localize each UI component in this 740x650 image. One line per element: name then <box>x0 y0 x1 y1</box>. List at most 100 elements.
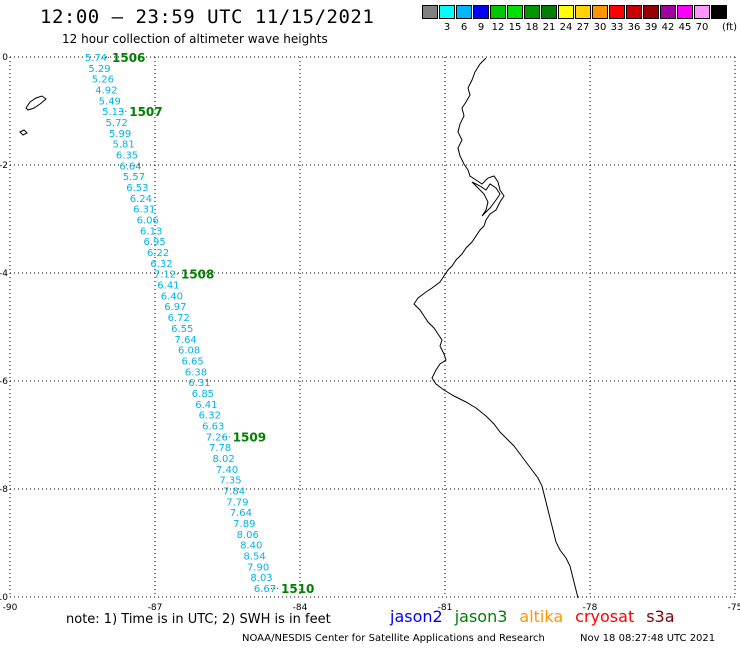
lat-tick-label: -6 <box>0 377 8 387</box>
legend-value: 9 <box>477 22 485 33</box>
swh-value: 6.38 <box>185 367 207 378</box>
swh-value: 6.35 <box>116 151 138 162</box>
map-subtitle: 12 hour collection of altimeter wave hei… <box>62 32 328 46</box>
lat-tick-label: -8 <box>0 485 8 495</box>
lon-tick-label: -87 <box>148 603 163 613</box>
swh-value: 4.92 <box>95 86 117 97</box>
legend-swatch <box>524 5 540 19</box>
swh-value: 6.40 <box>161 291 183 302</box>
swh-value: 6.53 <box>126 183 148 194</box>
legend-value: 24 <box>559 22 573 33</box>
swh-value: 6.32 <box>199 411 221 422</box>
swh-value: 6.31 <box>133 205 155 216</box>
swh-value: 7.40 <box>216 465 238 476</box>
legend-value: 36 <box>627 22 641 33</box>
legend-value: 45 <box>678 22 692 33</box>
swh-value: 6.63 <box>202 421 224 432</box>
time-label: 1506 <box>112 51 145 65</box>
lon-tick-label: -84 <box>293 603 308 613</box>
legend-value: 42 <box>661 22 675 33</box>
legend-swatch <box>643 5 659 19</box>
grid-lines <box>9 56 736 598</box>
island-large <box>25 95 47 111</box>
swh-value: 6.08 <box>178 346 200 357</box>
legend-value: 3 <box>443 22 451 33</box>
swh-value: 7.12 <box>154 270 176 281</box>
swh-value: 6.95 <box>143 237 165 248</box>
swh-value: 5.57 <box>123 172 145 183</box>
swh-value: 5.13 <box>102 107 124 118</box>
swh-value: 6.41 <box>157 281 179 292</box>
legend-value: 30 <box>593 22 607 33</box>
legend-swatch <box>558 5 574 19</box>
legend-swatch <box>677 5 693 19</box>
lon-tick-label: -81 <box>438 603 453 613</box>
legend-value: 21 <box>542 22 556 33</box>
time-label: 1510 <box>281 582 314 596</box>
credit-line: NOAA/NESDIS Center for Satellite Applica… <box>242 633 545 644</box>
legend-value: 12 <box>491 22 505 33</box>
satellite-cryosat: cryosat <box>575 607 635 626</box>
axis-tick-labels: -90 -87 -84 -81 -78 -75 0 -2 -4 -6 -8 -10 <box>0 53 740 613</box>
legend-swatch <box>694 5 710 19</box>
satellite-altika: altika <box>519 607 564 626</box>
legend-value: 15 <box>508 22 522 33</box>
swh-value: 8.06 <box>237 530 259 541</box>
swh-value: 6.97 <box>164 302 186 313</box>
legend-swatch <box>456 5 472 19</box>
timestamp: Nov 18 08:27:48 UTC 2021 <box>580 633 716 644</box>
swh-value: 5.99 <box>109 129 131 140</box>
legend-unit: (ft) <box>722 22 738 33</box>
swh-value: 7.35 <box>219 476 241 487</box>
legend-value: 70 <box>695 22 709 33</box>
swh-value: 6.22 <box>147 248 169 259</box>
legend-value: 33 <box>610 22 624 33</box>
lat-tick-label: -4 <box>0 269 8 279</box>
swh-value: 6.55 <box>171 324 193 335</box>
satellite-s3a: s3a <box>646 607 675 626</box>
lat-tick-label: -10 <box>0 593 8 603</box>
swh-value: 6.13 <box>140 226 162 237</box>
swh-value: 8.03 <box>250 573 272 584</box>
bay-inlet <box>471 181 501 217</box>
legend-swatch <box>422 5 438 19</box>
swh-value: 7.79 <box>226 497 248 508</box>
legend-value: 18 <box>525 22 539 33</box>
swh-track: 5.745.295.264.925.495.135.725.995.816.35… <box>85 53 276 595</box>
legend-swatch <box>660 5 676 19</box>
time-label: 1509 <box>233 430 266 444</box>
swh-value: 6.31 <box>188 378 210 389</box>
time-leader: … <box>222 430 231 440</box>
time-label: 1507 <box>129 105 162 119</box>
legend-swatch <box>439 5 455 19</box>
swh-value: 8.54 <box>244 551 266 562</box>
swh-value: 6.41 <box>195 400 217 411</box>
swh-value: 6.24 <box>130 194 152 205</box>
legend-value: 39 <box>644 22 658 33</box>
swh-value: 5.72 <box>106 118 128 129</box>
swh-value: 5.74 <box>85 53 107 64</box>
time-leader: … <box>170 268 179 278</box>
lon-tick-label: -90 <box>3 603 18 613</box>
time-leader: … <box>270 582 279 592</box>
swh-value: 6.67 <box>254 584 276 595</box>
time-label: 1508 <box>181 268 214 282</box>
satellite-jason2: jason2 <box>390 607 443 626</box>
swh-value: 6.85 <box>192 389 214 400</box>
swh-value: 7.90 <box>247 562 269 573</box>
legend-value: 6 <box>460 22 468 33</box>
swh-value: 7.84 <box>223 486 245 497</box>
lat-tick-label: -2 <box>0 161 8 171</box>
legend-swatch <box>490 5 506 19</box>
lon-tick-label: -78 <box>583 603 598 613</box>
swh-value: 6.06 <box>137 216 159 227</box>
swh-value: 7.64 <box>230 508 252 519</box>
time-leader: … <box>118 105 127 115</box>
satellite-legend: jason2 jason3 altika cryosat s3a <box>390 607 687 626</box>
swh-value: 6.64 <box>119 161 141 172</box>
legend-swatch <box>507 5 523 19</box>
swh-value: 7.64 <box>175 335 197 346</box>
swh-value: 7.89 <box>233 519 255 530</box>
